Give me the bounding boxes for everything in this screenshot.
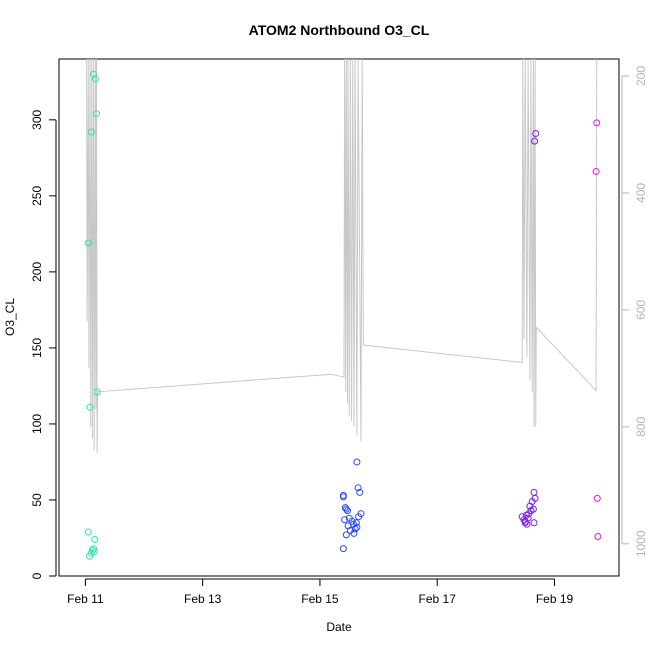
data-point — [353, 523, 361, 531]
data-point — [86, 552, 93, 560]
y-tick-label: 150 — [30, 338, 44, 358]
y-right-tick-label: 600 — [634, 300, 648, 320]
data-point — [91, 536, 99, 543]
x-tick-label: Feb 19 — [536, 592, 574, 606]
data-point — [91, 75, 99, 83]
x-tick-label: Feb 13 — [184, 592, 222, 606]
x-axis-label: Date — [326, 620, 352, 634]
data-point — [357, 510, 365, 518]
data-point — [90, 548, 98, 556]
data-point — [593, 119, 601, 127]
data-point — [90, 70, 98, 78]
data-point — [339, 493, 347, 501]
y-axis-left: 0 50 100 150 200 250 300 — [30, 109, 57, 579]
x-tick-label: Feb 11 — [67, 592, 104, 606]
data-point — [353, 458, 361, 466]
x-tick-label: Feb 17 — [419, 592, 457, 606]
data-point — [352, 519, 360, 527]
data-point — [529, 505, 537, 513]
data-point — [592, 168, 600, 175]
y-right-tick-label: 1000 — [634, 530, 648, 557]
data-point — [93, 388, 101, 396]
y-tick-label: 300 — [30, 109, 44, 129]
chart-title: ATOM2 Northbound O3_CL — [249, 22, 430, 38]
y-right-tick-label: 400 — [634, 183, 648, 203]
y-right-tick-label: 800 — [634, 417, 648, 437]
data-point — [87, 128, 95, 136]
pressure-line — [86, 59, 598, 454]
data-point — [356, 488, 364, 496]
data-point — [593, 494, 601, 502]
data-point — [339, 545, 347, 553]
data-point — [342, 531, 350, 539]
data-point — [84, 239, 92, 247]
y-right-tick-label: 200 — [634, 66, 648, 86]
x-axis: Feb 11 Feb 13 Feb 15 Feb 17 Feb 19 — [67, 578, 574, 606]
y-axis-right: 200 400 600 800 1000 — [621, 66, 648, 557]
x-tick-label: Feb 15 — [301, 592, 339, 606]
y-tick-label: 0 — [30, 572, 44, 579]
data-point — [341, 516, 349, 524]
y-tick-label: 200 — [30, 262, 44, 282]
data-point — [93, 110, 100, 118]
data-point — [531, 137, 539, 145]
data-point — [86, 403, 94, 411]
pressure-series — [86, 59, 598, 454]
data-point — [530, 519, 538, 527]
y-axis-label: O3_CL — [3, 298, 17, 336]
plot-frame — [58, 58, 620, 577]
data-point — [354, 484, 362, 492]
data-point — [521, 517, 529, 525]
data-point — [530, 488, 538, 496]
data-point — [531, 494, 539, 502]
data-point — [350, 529, 358, 537]
data-point — [88, 546, 96, 554]
data-point — [532, 130, 540, 137]
data-point — [594, 533, 602, 540]
y-tick-label: 50 — [30, 493, 44, 507]
data-point — [342, 505, 350, 513]
y-tick-label: 250 — [30, 186, 44, 206]
data-point — [344, 507, 351, 515]
y-tick-label: 100 — [30, 414, 44, 434]
data-point — [84, 528, 92, 536]
data-points — [84, 70, 602, 560]
